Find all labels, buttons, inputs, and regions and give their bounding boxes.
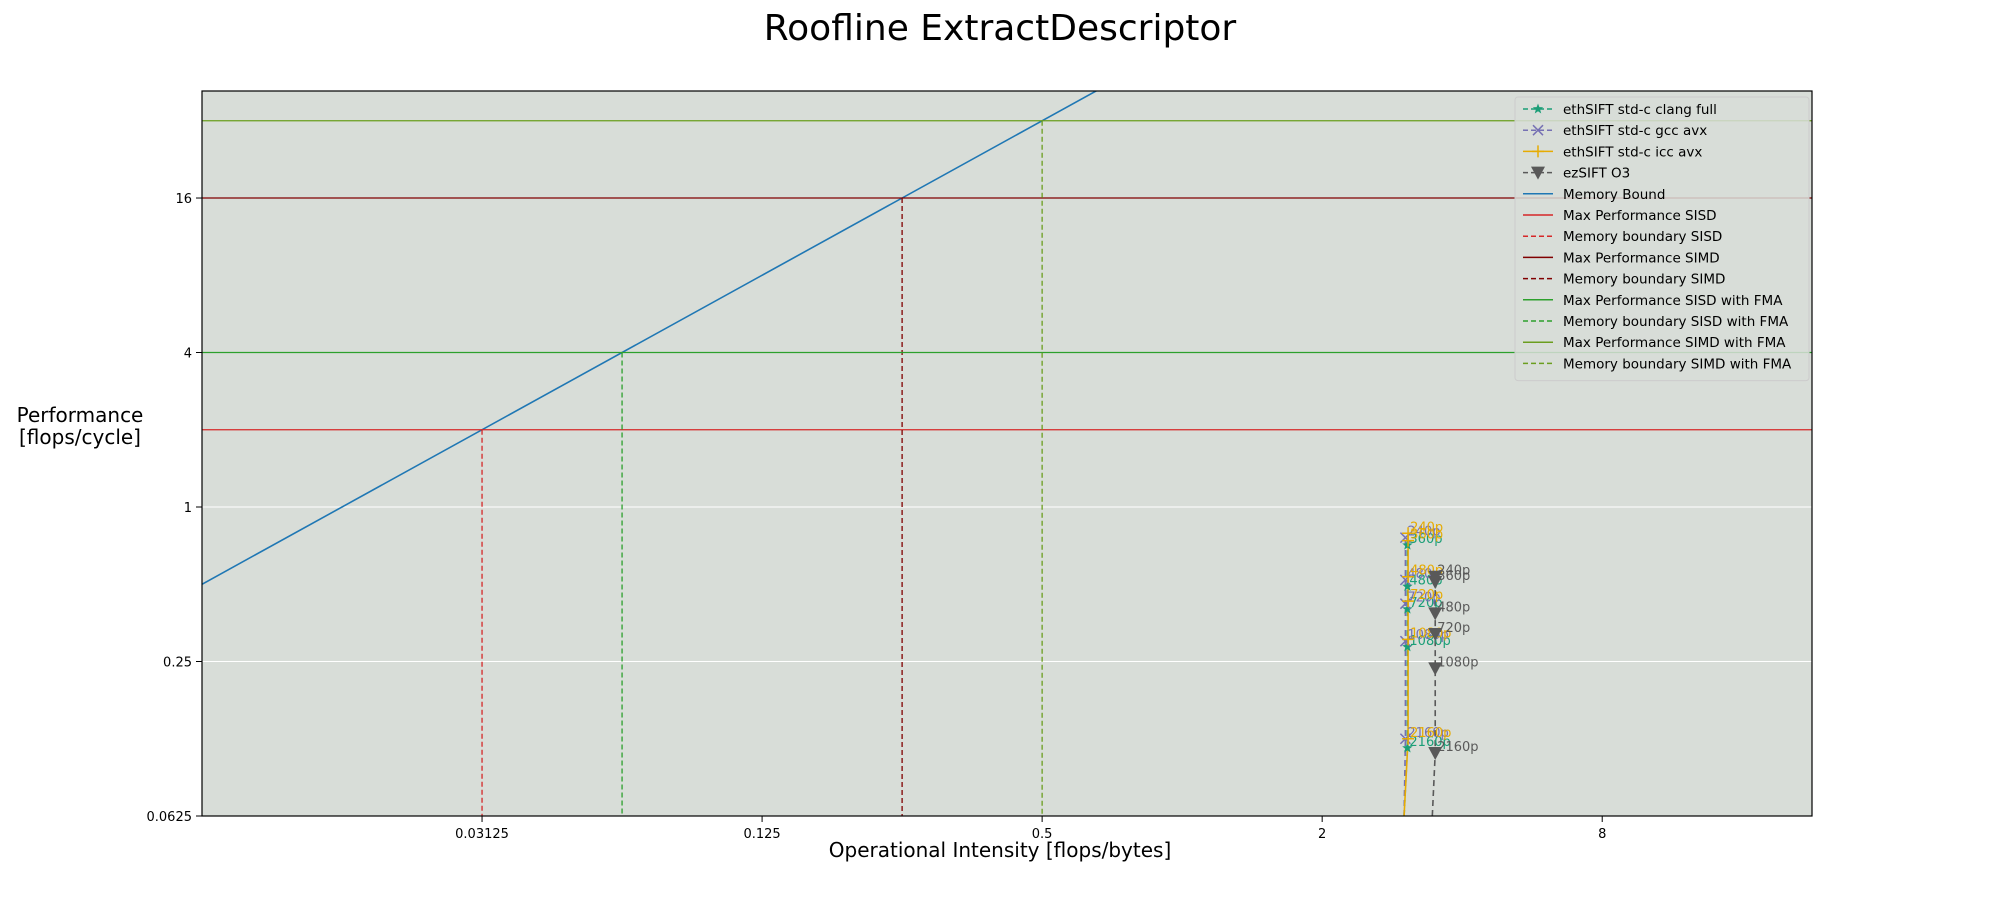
ethsift-std-c-icc-avx-point-label: 360p xyxy=(1410,528,1443,543)
ezsift-o3-point xyxy=(1428,746,1443,760)
y-tick-label: 0.25 xyxy=(163,656,192,671)
y-axis-ticks: 0.0625 0.25 1 4 16 xyxy=(147,192,202,825)
legend-marker xyxy=(1532,124,1544,136)
ezsift-o3-point-label: 720p xyxy=(1437,621,1470,636)
legend-marker xyxy=(1532,145,1544,158)
ezsift-o3-point-label: 240p xyxy=(1437,564,1470,579)
x-tick-label: 8 xyxy=(1598,827,1606,842)
ezsift-o3-point-label: 480p xyxy=(1437,600,1470,615)
x-tick-label: 2 xyxy=(1318,827,1326,842)
ethsift-std-c-clang-full-point xyxy=(1402,742,1413,753)
legend-entry: Max Performance SIMD xyxy=(1563,250,1720,266)
legend: ethSIFT std-c clang full ethSIFT std-c gc… xyxy=(1514,96,1810,382)
ethsift-std-c-icc-avx-point-label: 240p xyxy=(1410,520,1443,535)
ezsift-o3-point xyxy=(1428,662,1443,676)
legend-entry: Memory Bound xyxy=(1563,187,1665,203)
legend-box xyxy=(1514,96,1810,382)
legend-entry: Max Performance SISD xyxy=(1563,208,1717,224)
x-axis-label: Operational Intensity [flops/bytes] xyxy=(828,838,1172,862)
y-tick-label: 0.0625 xyxy=(147,810,193,825)
memory-bound-line xyxy=(202,91,1098,585)
legend-marker xyxy=(1532,103,1544,114)
y-tick-label: 16 xyxy=(175,192,192,207)
ethsift-std-c-icc-avx-point xyxy=(1402,595,1415,608)
ezsift-o3-point-label: 360p xyxy=(1437,569,1470,584)
ethsift-std-c-clang-full-point-label: 1080p xyxy=(1409,634,1450,649)
legend-entry: Memory boundary SISD with FMA xyxy=(1563,314,1789,330)
legend-marker xyxy=(1531,166,1545,180)
x-tick-label: 0.03125 xyxy=(455,827,509,842)
ethsift-std-c-icc-avx-point-label: 2160p xyxy=(1410,726,1451,741)
chart-title: Roofline ExtractDescriptor xyxy=(763,8,1237,49)
ezsift-o3-point xyxy=(1428,570,1443,584)
y-tick-label: 1 xyxy=(184,501,192,516)
ethsift-std-c-gcc-avx-point-label: 240p xyxy=(1407,525,1440,540)
x-axis-ticks: 0.03125 0.125 0.5 2 8 xyxy=(455,816,1606,842)
ethsift-std-c-icc-avx-point xyxy=(1402,527,1415,540)
legend-entry: ezSIFT O3 xyxy=(1563,166,1630,182)
ethsift-std-c-icc-avx-point-label: 720p xyxy=(1410,588,1443,603)
ethsift-std-c-clang-full-point xyxy=(1402,603,1413,614)
ezsift-o3-point-label: 1080p xyxy=(1437,655,1478,670)
x-tick-label: 0.5 xyxy=(1032,827,1053,842)
ethsift-std-c-gcc-avx-point-label: 720p xyxy=(1407,591,1440,606)
legend-entry: Memory boundary SISD xyxy=(1563,229,1722,245)
legend-entry: ethSIFT std-c gcc avx xyxy=(1563,123,1707,139)
ethsift-std-c-gcc-avx-point-label: 2160p xyxy=(1407,726,1448,741)
ethsift-std-c-icc-avx-point xyxy=(1402,732,1415,745)
ethsift-std-c-icc-avx-point xyxy=(1402,633,1415,646)
ethsift-std-c-clang-full-point xyxy=(1402,581,1413,591)
ethsift-std-c-clang-full-point-label: 2160p xyxy=(1409,735,1450,750)
ethsift-std-c-icc-avx-point xyxy=(1402,570,1415,583)
legend-entry: Max Performance SIMD with FMA xyxy=(1563,335,1786,351)
ethsift-std-c-clang-full-point xyxy=(1402,641,1413,652)
legend-entry: ethSIFT std-c icc avx xyxy=(1563,144,1702,160)
data-points: 2160p1080p720p480p360p2160p1080p720p480p… xyxy=(1399,520,1479,760)
ethsift-std-c-clang-full-point-label: 720p xyxy=(1409,596,1442,611)
y-axis-label: Performance [flops/cycle] xyxy=(0,404,160,448)
legend-entry: ethSIFT std-c clang full xyxy=(1563,102,1717,118)
y-axis-label-line-2: [flops/cycle] xyxy=(19,425,141,449)
ezsift-o3-point-label: 2160p xyxy=(1437,740,1478,755)
legend-entry: Memory boundary SIMD xyxy=(1563,272,1725,288)
x-tick-label: 0.125 xyxy=(743,827,780,842)
legend-entry: Max Performance SISD with FMA xyxy=(1563,293,1783,309)
y-axis-label-line-1: Performance xyxy=(16,403,144,427)
legend-entry: Memory boundary SIMD with FMA xyxy=(1563,356,1792,372)
ezsift-o3-point xyxy=(1428,627,1443,641)
ethsift-std-c-clang-full-point-label: 360p xyxy=(1409,532,1442,547)
plot-frame xyxy=(201,90,1813,817)
ezsift-o3-point xyxy=(1428,607,1443,621)
y-tick-label: 4 xyxy=(184,347,192,362)
